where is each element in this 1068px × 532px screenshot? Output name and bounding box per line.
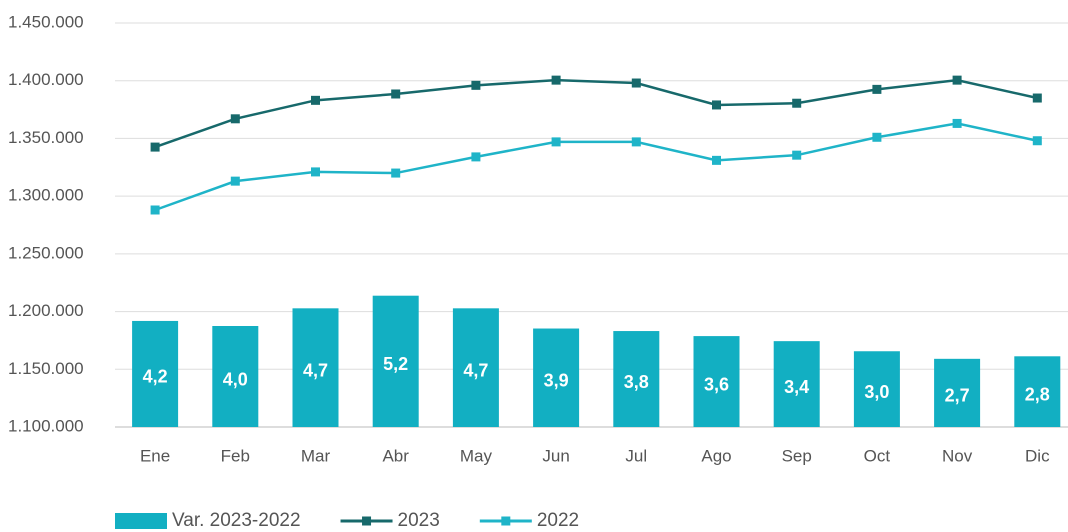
marker xyxy=(150,205,160,215)
marker xyxy=(872,84,882,94)
bar-label: 3,0 xyxy=(864,382,889,402)
bar-label: 4,7 xyxy=(463,360,488,380)
y-tick-label: 1.200.000 xyxy=(8,301,84,320)
bar xyxy=(212,326,259,427)
marker xyxy=(712,155,721,165)
y-tick-label: 1.150.000 xyxy=(8,359,84,378)
legend-marker xyxy=(362,516,372,526)
x-tick-label: Mar xyxy=(301,446,331,465)
marker xyxy=(311,95,320,105)
x-tick-label: Dic xyxy=(1025,446,1050,465)
x-tick-label: Oct xyxy=(864,446,891,465)
bar xyxy=(132,320,179,427)
bar xyxy=(613,331,660,427)
y-tick-label: 1.350.000 xyxy=(8,128,84,147)
bar-label: 4,7 xyxy=(303,360,328,380)
legend-swatch xyxy=(115,513,167,529)
bar xyxy=(1014,356,1061,427)
bar-label: 5,2 xyxy=(383,354,408,374)
marker xyxy=(631,78,641,88)
bar xyxy=(533,328,580,427)
bar xyxy=(934,358,981,427)
y-tick-label: 1.300.000 xyxy=(8,186,84,205)
marker xyxy=(1032,136,1042,146)
marker xyxy=(471,152,481,162)
bar-label: 4,2 xyxy=(143,367,168,387)
x-tick-label: Sep xyxy=(782,446,812,465)
marker xyxy=(150,142,160,152)
legend-label: 2022 xyxy=(537,510,579,531)
marker xyxy=(551,137,561,147)
bar xyxy=(693,336,740,427)
line xyxy=(154,122,1038,212)
bar xyxy=(853,351,900,427)
bar-label: 3,4 xyxy=(784,377,809,397)
bar-label: 2,7 xyxy=(945,386,970,406)
line xyxy=(154,78,1038,149)
bar-label: 3,6 xyxy=(704,374,729,394)
x-tick-label: Abr xyxy=(382,446,409,465)
marker xyxy=(230,114,240,124)
marker xyxy=(391,168,401,178)
x-tick-label: Ago xyxy=(701,446,731,465)
marker xyxy=(792,98,802,108)
y-tick-label: 1.450.000 xyxy=(8,12,84,31)
marker xyxy=(1032,93,1042,103)
legend-label: 2023 xyxy=(398,510,440,531)
y-tick-label: 1.250.000 xyxy=(8,243,84,262)
marker xyxy=(391,89,401,99)
marker xyxy=(311,167,320,177)
legend-marker xyxy=(501,516,511,526)
y-tick-label: 1.400.000 xyxy=(8,70,84,89)
marker xyxy=(792,150,802,160)
marker xyxy=(712,100,721,110)
bar-label: 2,8 xyxy=(1025,384,1050,404)
x-tick-label: May xyxy=(460,446,493,465)
marker xyxy=(471,80,481,90)
x-tick-label: Ene xyxy=(140,446,170,465)
marker xyxy=(551,75,561,85)
marker xyxy=(631,137,641,147)
marker xyxy=(952,75,962,85)
bar-label: 3,9 xyxy=(544,371,569,391)
bar xyxy=(372,295,419,427)
x-tick-label: Jun xyxy=(542,446,569,465)
bar-label: 3,8 xyxy=(624,372,649,392)
x-tick-label: Nov xyxy=(942,446,973,465)
y-tick-label: 1.100.000 xyxy=(8,416,84,435)
bar xyxy=(773,341,820,427)
marker xyxy=(230,176,240,186)
bar xyxy=(292,308,339,427)
x-tick-label: Jul xyxy=(625,446,647,465)
bar-label: 4,0 xyxy=(223,369,248,389)
x-tick-label: Feb xyxy=(221,446,250,465)
bar xyxy=(452,308,499,427)
legend-label: Var. 2023-2022 xyxy=(172,510,301,531)
marker xyxy=(952,118,962,128)
marker xyxy=(872,132,882,142)
